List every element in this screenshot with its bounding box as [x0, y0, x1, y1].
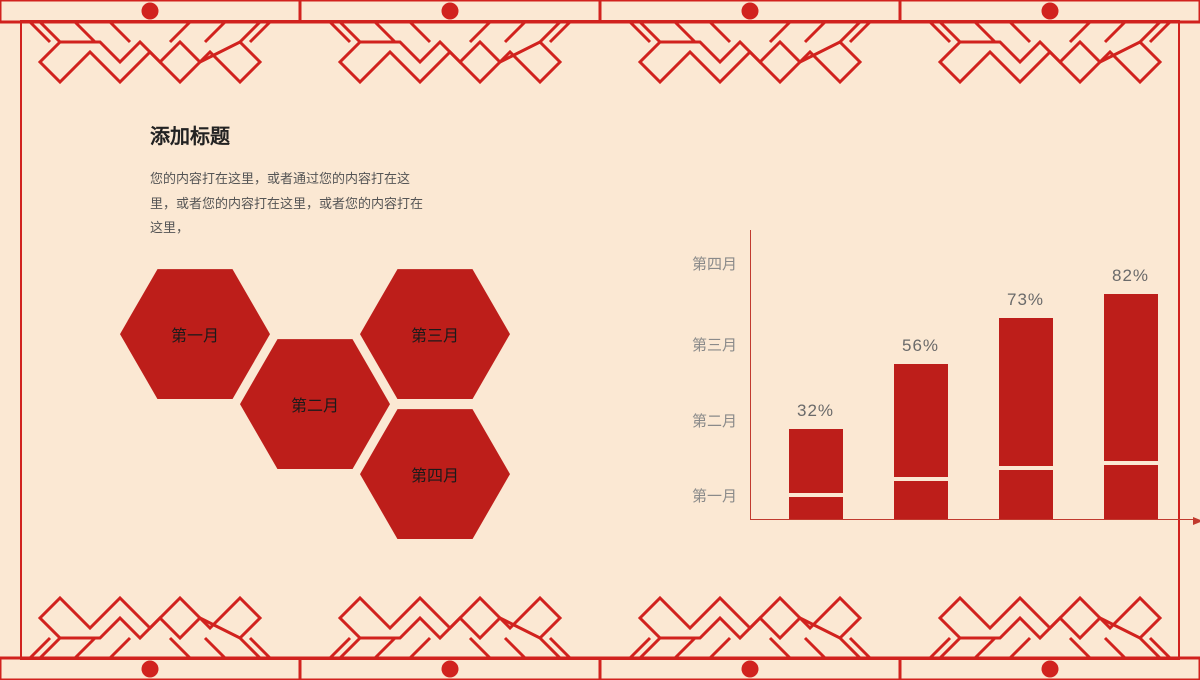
bar-4: 82%: [1101, 266, 1161, 519]
bar-segment: [999, 470, 1053, 519]
bar-value-label: 73%: [1007, 290, 1044, 310]
bar-value-label: 56%: [902, 336, 939, 356]
hex-month-4: 第四月: [360, 409, 510, 539]
bars-container: 32% 56% 73% 82%: [751, 230, 1195, 519]
bar-body: [1104, 294, 1158, 519]
bar-3: 73%: [996, 290, 1056, 519]
hex-month-1: 第一月: [120, 269, 270, 399]
content-area: 添加标题 您的内容打在这里，或者通过您的内容打在这里，或者您的内容打在这里，或者…: [60, 100, 1140, 580]
y-label-2: 第二月: [692, 410, 737, 431]
y-label-4: 第四月: [692, 253, 737, 274]
bar-segment: [1104, 294, 1158, 461]
bar-segment: [999, 318, 1053, 467]
left-column: 添加标题 您的内容打在这里，或者通过您的内容打在这里，或者您的内容打在这里，或者…: [60, 100, 645, 580]
x-axis-arrow-icon: [1193, 517, 1200, 525]
bar-body: [894, 364, 948, 519]
ornamental-border-bottom: [0, 590, 1200, 680]
y-label-3: 第三月: [692, 334, 737, 355]
bar-chart: 第四月 第三月 第二月 第一月 32% 56% 73% 82%: [675, 230, 1195, 540]
bar-body: [999, 318, 1053, 519]
y-label-1: 第一月: [692, 485, 737, 506]
right-column: 第四月 第三月 第二月 第一月 32%56%73%82%: [645, 100, 1140, 580]
y-axis-labels: 第四月 第三月 第二月 第一月: [675, 230, 745, 520]
bar-segment: [894, 364, 948, 477]
hex-month-3: 第三月: [360, 269, 510, 399]
bar-segment: [789, 429, 843, 494]
plot-area: 32% 56% 73% 82%: [750, 230, 1195, 520]
bar-2: 56%: [891, 336, 951, 519]
bar-segment: [1104, 465, 1158, 519]
bar-body: [789, 429, 843, 519]
section-title: 添加标题: [150, 120, 645, 149]
bar-segment: [789, 497, 843, 519]
hex-month-2: 第二月: [240, 339, 390, 469]
bar-value-label: 32%: [797, 401, 834, 421]
hexagon-group: 第一月 第三月 第二月 第四月: [120, 269, 540, 569]
bar-value-label: 82%: [1112, 266, 1149, 286]
section-body: 您的内容打在这里，或者通过您的内容打在这里，或者您的内容打在这里，或者您的内容打…: [150, 167, 430, 241]
bar-segment: [894, 481, 948, 519]
ornamental-border-top: [0, 0, 1200, 90]
bar-1: 32%: [786, 401, 846, 519]
